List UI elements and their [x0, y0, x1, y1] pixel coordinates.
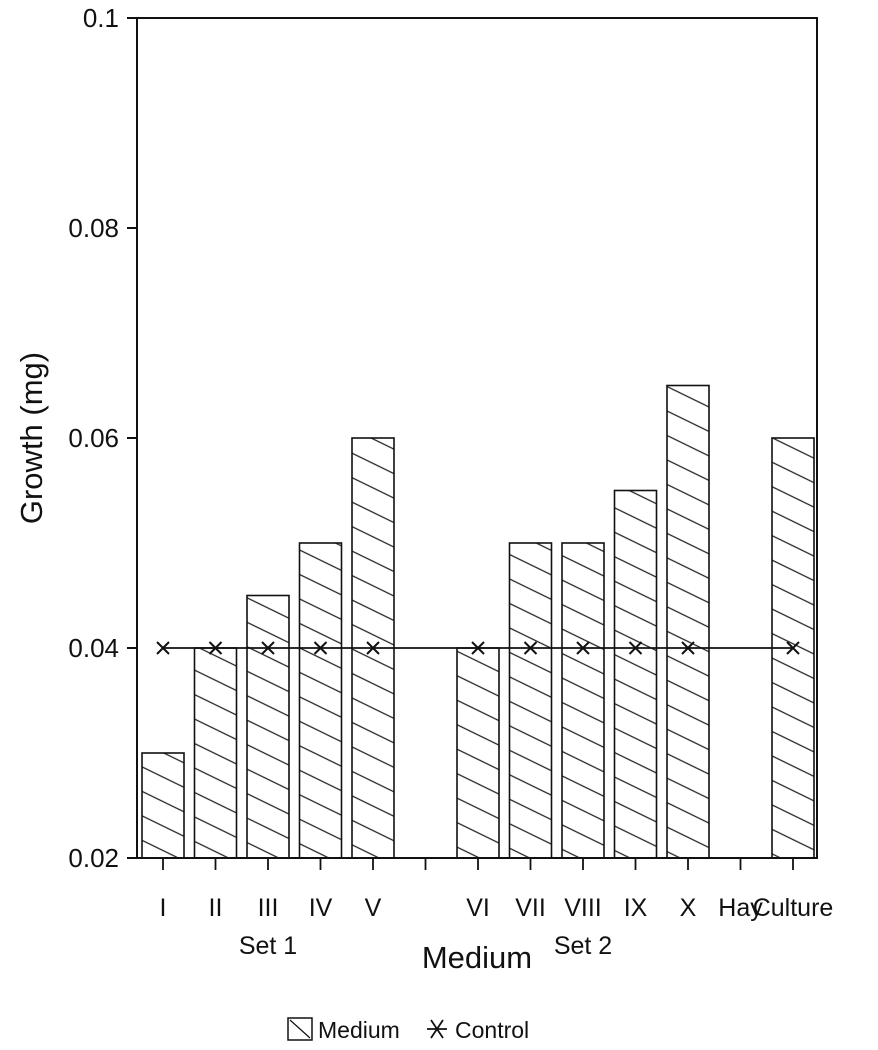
bar-vi: [456, 647, 500, 859]
y-tick-label: 0.02: [68, 843, 119, 873]
bar-ix: [613, 489, 658, 859]
bar-viii: [561, 542, 605, 859]
plot-area: [136, 17, 818, 859]
x-label-ii: II: [209, 894, 223, 922]
x-label-v: V: [365, 894, 382, 922]
legend: Medium Control: [287, 1017, 529, 1043]
y-tick-label: 0.08: [68, 213, 119, 243]
control-point-viii: [576, 641, 590, 655]
bar-iv: [298, 542, 343, 859]
y-tick-label: 0.06: [68, 423, 119, 453]
group-label-set-1: Set 1: [239, 932, 297, 960]
x-label-viii: VIII: [564, 894, 602, 922]
control-point-i: [156, 641, 170, 655]
bar-i: [141, 752, 185, 859]
x-label-iii: III: [258, 894, 279, 922]
control-point-vi: [471, 641, 485, 655]
series-control: [156, 641, 800, 655]
legend-label-control: Control: [455, 1017, 529, 1043]
bar-vii: [508, 542, 553, 859]
control-point-ix: [628, 641, 643, 655]
x-label-vii: VII: [515, 894, 546, 922]
control-point-iii: [261, 641, 275, 655]
legend-hatch-medium: [289, 1019, 311, 1039]
x-label-ix: IX: [624, 894, 648, 922]
bar-ii: [193, 647, 238, 859]
control-point-iv: [313, 641, 328, 655]
control-point-vii: [523, 641, 538, 655]
y-axis: 0.02 0.04 0.06 0.08 0.1: [68, 3, 137, 873]
group-label-set-2: Set 2: [554, 932, 612, 960]
control-point-culture: [786, 641, 800, 655]
y-tick-label: 0.1: [83, 3, 119, 33]
y-tick-label: 0.04: [68, 633, 119, 663]
x-label-iv: IV: [309, 894, 333, 922]
x-label-hay: Hay: [718, 894, 763, 922]
bars-medium: [141, 384, 815, 859]
group-labels: Set 1 Set 2: [239, 932, 612, 960]
legend-item-medium: Medium: [287, 1017, 400, 1043]
x-label-i: I: [160, 894, 167, 922]
bar-x: [666, 384, 710, 859]
control-point-v: [366, 641, 380, 655]
x-axis-title: Medium: [422, 940, 532, 975]
control-point-x: [681, 641, 695, 655]
y-axis-title: Growth (mg): [14, 352, 49, 524]
x-label-x: X: [680, 894, 697, 922]
legend-marker-control: [427, 1019, 447, 1039]
legend-label-medium: Medium: [318, 1017, 400, 1043]
x-label-vi: VI: [466, 894, 490, 922]
legend-item-control: Control: [427, 1017, 529, 1043]
bar-iii: [246, 594, 290, 859]
control-point-ii: [208, 641, 223, 655]
x-label-culture: Culture: [753, 894, 834, 922]
